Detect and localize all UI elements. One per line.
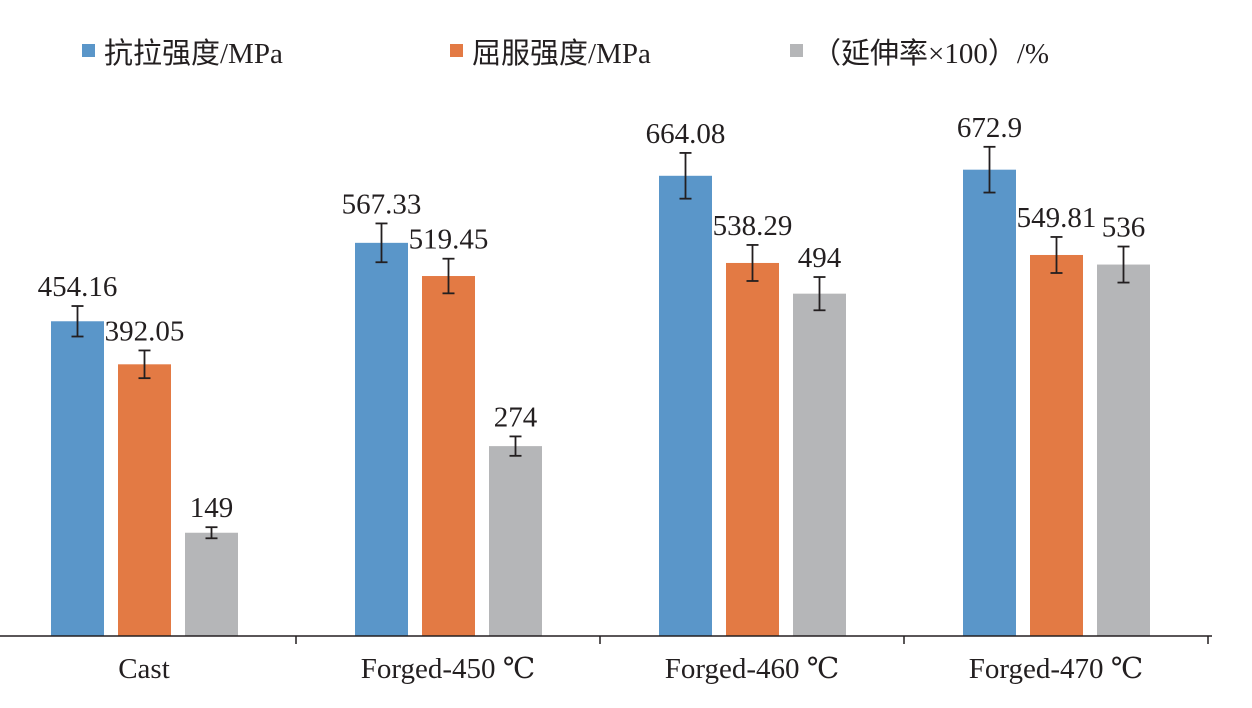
error-bar	[813, 276, 826, 312]
data-label: 454.16	[38, 271, 118, 303]
error-bar	[375, 222, 388, 264]
error-bar	[205, 526, 218, 540]
bar	[963, 169, 1016, 636]
x-axis: Cast Forged-450 ℃ Forged-460 ℃ Forged-470 ℃	[0, 635, 1212, 685]
bar	[726, 262, 779, 636]
error-bar	[679, 152, 692, 200]
data-label: 494	[798, 242, 842, 274]
bar	[659, 175, 712, 637]
data-label: 536	[1102, 212, 1146, 244]
bar	[185, 532, 238, 636]
bar	[355, 242, 408, 636]
bar	[118, 364, 171, 636]
bars	[51, 169, 1150, 637]
bar	[793, 293, 846, 636]
legend-label: （延伸率×100）/%	[812, 37, 1049, 70]
bar	[1097, 264, 1150, 636]
category-label: Forged-460 ℃	[665, 653, 839, 685]
data-labels: 454.16 392.05 149 567.33 519.45 274 664.08 538.…	[38, 112, 1146, 524]
data-label: 274	[494, 401, 538, 433]
data-label: 392.05	[105, 315, 185, 347]
error-bar	[509, 435, 522, 457]
error-bar	[1050, 236, 1063, 274]
error-bar	[983, 145, 996, 194]
bar	[489, 446, 542, 636]
data-label: 519.45	[409, 224, 489, 256]
data-label: 149	[190, 492, 234, 524]
error-bar	[442, 257, 455, 295]
legend-swatch	[82, 44, 95, 57]
legend-swatch	[450, 44, 463, 57]
legend: 抗拉强度/MPa 屈服强度/MPa （延伸率×100）/%	[82, 37, 1049, 70]
legend-label: 屈服强度/MPa	[472, 37, 651, 70]
data-label: 664.08	[646, 118, 726, 150]
category-label: Cast	[118, 653, 170, 685]
legend-label: 抗拉强度/MPa	[104, 37, 283, 70]
data-label: 567.33	[342, 188, 422, 220]
category-label: Forged-470 ℃	[969, 653, 1143, 685]
bar	[422, 276, 475, 636]
bar	[51, 321, 104, 636]
error-bars	[71, 145, 1130, 540]
legend-swatch	[790, 44, 803, 57]
category-label: Forged-450 ℃	[361, 653, 535, 685]
error-bar	[71, 305, 84, 338]
data-label: 672.9	[957, 112, 1022, 144]
data-label: 549.81	[1017, 202, 1097, 234]
bar	[1030, 254, 1083, 636]
error-bar	[138, 349, 151, 380]
error-bar	[1117, 245, 1130, 284]
error-bar	[746, 244, 759, 282]
data-label: 538.29	[713, 210, 793, 242]
